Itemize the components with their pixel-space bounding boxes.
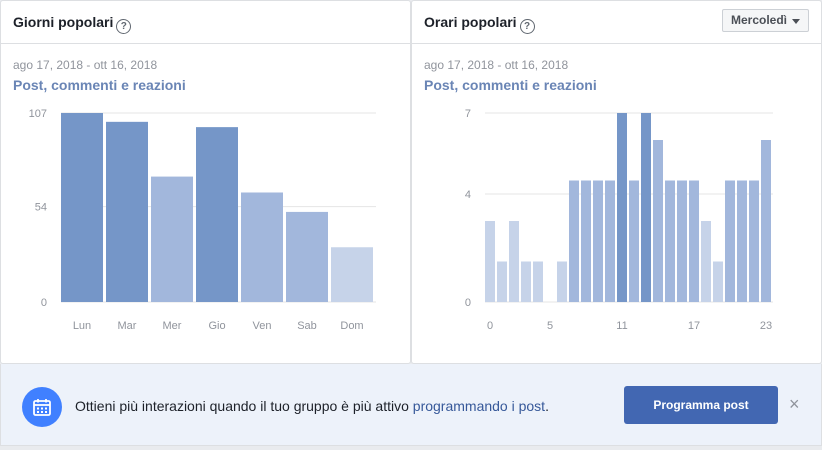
days-chart-y-tick: 54 (35, 202, 47, 214)
popular-hours-header: Orari popolari? Mercoledì (412, 1, 821, 44)
hours-chart-bar-17[interactable] (689, 180, 699, 303)
popular-hours-date-range: ago 17, 2018 - ott 16, 2018 (424, 58, 569, 72)
hours-chart-bar-19[interactable] (713, 261, 723, 303)
hours-chart-bar-18[interactable] (701, 221, 711, 302)
chevron-down-icon (792, 19, 800, 24)
hours-chart-y-tick: 4 (465, 189, 471, 201)
hours-chart-x-tick: 17 (688, 320, 700, 332)
hours-chart-bar-8[interactable] (581, 180, 591, 303)
hours-chart-x-tick: 5 (547, 320, 553, 332)
schedule-banner: Ottieni più interazioni quando il tuo gr… (0, 364, 822, 446)
days-chart-x-tick: Sab (297, 320, 317, 332)
help-icon[interactable]: ? (116, 19, 132, 34)
days-chart-bar-Ven[interactable] (241, 192, 283, 302)
popular-hours-title: Orari popolari? (424, 14, 535, 34)
hours-chart-bar-15[interactable] (665, 180, 675, 303)
hours-chart-bar-21[interactable] (737, 180, 747, 303)
hours-chart-y-tick: 0 (465, 297, 471, 309)
days-chart-x-tick: Gio (208, 320, 225, 332)
popular-hours-title-text: Orari popolari (424, 14, 517, 30)
hours-chart-bar-2[interactable] (509, 221, 519, 302)
close-icon[interactable]: × (789, 394, 800, 414)
hours-chart-bar-22[interactable] (749, 180, 759, 303)
days-chart-bar-Mar[interactable] (106, 121, 148, 302)
hours-chart-bar-3[interactable] (521, 261, 531, 303)
days-chart-x-tick: Mar (118, 320, 137, 332)
hours-chart-bar-23[interactable] (761, 140, 771, 302)
hours-chart-bar-6[interactable] (557, 261, 567, 303)
days-chart-x-tick: Ven (253, 320, 272, 332)
popular-days-metric[interactable]: Post, commenti e reazioni (13, 77, 186, 93)
help-icon[interactable]: ? (519, 19, 535, 34)
hours-chart-x-tick: 11 (616, 320, 627, 332)
popular-hours-chart: 0 4 7 0 5 11 17 23 (465, 108, 773, 332)
days-chart-bar-Dom[interactable] (331, 247, 373, 302)
days-chart-x-tick: Mer (163, 320, 182, 332)
days-chart-bar-Lun[interactable] (61, 113, 103, 302)
popular-days-title: Giorni popolari? (13, 14, 132, 34)
hours-chart-bar-12[interactable] (629, 180, 639, 303)
day-selector-dropdown[interactable]: Mercoledì (722, 9, 809, 32)
hours-chart-bar-9[interactable] (593, 180, 603, 303)
popular-days-title-text: Giorni popolari (13, 14, 114, 30)
schedule-posts-link[interactable]: programmando i post (412, 398, 546, 414)
banner-message: Ottieni più interazioni quando il tuo gr… (75, 398, 549, 414)
hours-chart-bar-13[interactable] (641, 113, 651, 302)
hours-chart-y-tick: 7 (465, 108, 471, 120)
hours-chart-bar-0[interactable] (485, 221, 495, 302)
hours-chart-bar-4[interactable] (533, 261, 543, 303)
hours-chart-bar-7[interactable] (569, 180, 579, 303)
hours-chart-bar-20[interactable] (725, 180, 735, 303)
hours-chart-bar-1[interactable] (497, 261, 507, 303)
days-chart-bar-Mer[interactable] (151, 176, 193, 302)
hours-chart-x-tick: 23 (760, 320, 772, 332)
day-selector-value: Mercoledì (731, 13, 788, 27)
days-chart-y-tick: 107 (29, 108, 47, 120)
days-chart-y-tick: 0 (41, 297, 47, 309)
popular-hours-metric[interactable]: Post, commenti e reazioni (424, 77, 597, 93)
schedule-post-button[interactable]: Programma post (624, 386, 778, 424)
hours-chart-bar-10[interactable] (605, 180, 615, 303)
hours-chart-bar-16[interactable] (677, 180, 687, 303)
banner-text-end: . (545, 398, 549, 414)
hours-chart-x-tick: 0 (487, 320, 493, 332)
popular-hours-panel: Orari popolari? Mercoledì ago 17, 2018 -… (411, 0, 822, 364)
popular-days-header: Giorni popolari? (1, 1, 410, 44)
hours-chart-bar-11[interactable] (617, 113, 627, 302)
calendar-icon (22, 387, 62, 427)
hours-chart-bar-14[interactable] (653, 140, 663, 302)
popular-days-date-range: ago 17, 2018 - ott 16, 2018 (13, 58, 158, 72)
banner-text: Ottieni più interazioni quando il tuo gr… (75, 398, 413, 414)
days-chart-bar-Sab[interactable] (286, 211, 328, 302)
days-chart-x-tick: Dom (340, 320, 363, 332)
days-chart-x-tick: Lun (73, 320, 91, 332)
popular-days-chart: 0 54 107 Lun Mar Mer Gio Ven Sab Dom (29, 108, 376, 332)
days-chart-bar-Gio[interactable] (196, 127, 238, 302)
popular-days-panel: Giorni popolari? ago 17, 2018 - ott 16, … (0, 0, 411, 364)
